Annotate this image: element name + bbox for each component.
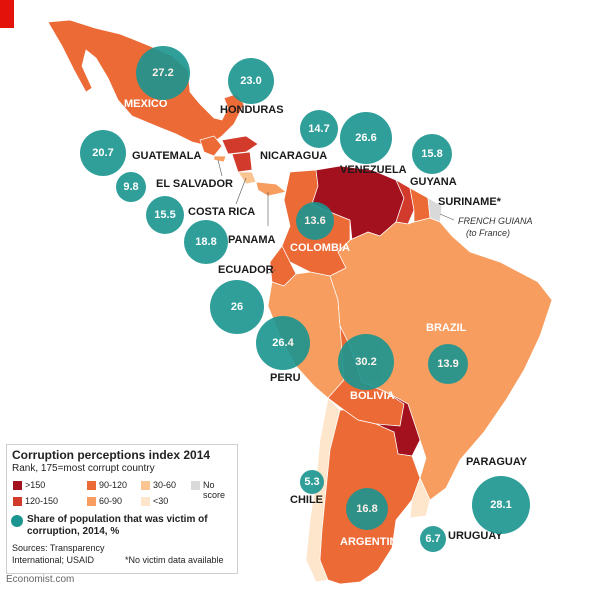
bubble-bolivia: 30.2 <box>338 334 394 390</box>
bubble-brazil: 13.9 <box>428 344 468 384</box>
label-suriname: SURINAME* <box>438 196 501 208</box>
bubble-guyana: 15.8 <box>412 134 452 174</box>
legend-subtitle: Rank, 175=most corrupt country <box>12 463 155 474</box>
swatch-gt150 <box>13 481 22 490</box>
label-argentina: ARGENTINA <box>340 536 406 548</box>
label-panama: PANAMA <box>228 234 276 246</box>
leader-el-salvador <box>217 159 223 177</box>
label-bolivia: BOLIVIA <box>350 390 395 402</box>
legend-note: *No victim data available <box>125 555 224 565</box>
bubble-panama: 18.8 <box>184 220 228 264</box>
legend-sources-line2: International; USAID <box>12 555 95 565</box>
legend-90-120: 90-120 <box>99 480 128 490</box>
label-costa-rica: COSTA RICA <box>188 206 256 218</box>
bubble-nicaragua: 14.7 <box>300 110 338 148</box>
label-nicaragua: NICARAGUA <box>260 150 328 162</box>
swatch-no-score <box>191 481 200 490</box>
legend-bubble-icon <box>11 515 23 527</box>
label-paraguay: PARAGUAY <box>466 456 528 468</box>
region-costa-rica <box>237 171 257 185</box>
legend-lt30: <30 <box>153 496 169 506</box>
label-french-guiana: FRENCH GUIANA <box>458 216 533 226</box>
bubble-uruguay: 6.7 <box>420 526 446 552</box>
region-honduras <box>221 135 259 155</box>
bubble-el-salvador: 9.8 <box>116 172 146 202</box>
bubble-argentina: 16.8 <box>346 488 388 530</box>
swatch-120-150 <box>13 497 22 506</box>
legend-120-150: 120-150 <box>25 496 59 506</box>
bubble-ecuador: 26 <box>210 280 264 334</box>
swatch-60-90 <box>87 497 96 506</box>
economist-red-tab <box>0 0 14 28</box>
legend-share-line1: Share of population that was victim of <box>27 514 208 525</box>
bubble-venezuela: 26.6 <box>340 112 392 164</box>
economist-credit: Economist.com <box>6 574 75 585</box>
bubble-honduras: 23.0 <box>228 58 274 104</box>
region-nicaragua <box>231 151 253 173</box>
legend-60-90: 60-90 <box>99 496 123 506</box>
label-colombia: COLOMBIA <box>290 242 350 254</box>
label-french-guiana-note: (to France) <box>466 228 511 238</box>
legend-gt150: >150 <box>25 480 46 490</box>
label-venezuela: VENEZUELA <box>340 164 407 176</box>
bubble-colombia: 13.6 <box>296 202 334 240</box>
region-suriname <box>409 187 431 223</box>
label-honduras: HONDURAS <box>220 104 284 116</box>
legend-30-60: 30-60 <box>153 480 177 490</box>
swatch-90-120 <box>87 481 96 490</box>
swatch-lt30 <box>141 497 150 506</box>
bubble-peru: 26.4 <box>256 316 310 370</box>
label-guyana: GUYANA <box>410 176 457 188</box>
region-uruguay <box>409 477 431 519</box>
region-el-salvador <box>213 155 227 163</box>
region-guatemala <box>199 135 223 157</box>
legend-share-line2: corruption, 2014, % <box>27 526 120 537</box>
leader-costa-rica <box>235 177 247 205</box>
label-uruguay: URUGUAY <box>448 530 503 542</box>
legend-no-score: No score <box>203 480 226 500</box>
leader-ecuador <box>265 269 277 275</box>
map-legend: Corruption perceptions index 2014 Rank, … <box>6 444 238 574</box>
leader-french-guiana <box>439 213 455 221</box>
swatch-30-60 <box>141 481 150 490</box>
bubble-paraguay: 28.1 <box>472 476 530 534</box>
label-el-salvador: EL SALVADOR <box>156 178 234 190</box>
label-ecuador: ECUADOR <box>218 264 274 276</box>
legend-title: Corruption perceptions index 2014 <box>12 448 211 462</box>
bubble-costa-rica: 15.5 <box>146 196 184 234</box>
label-chile: CHILE <box>290 494 323 506</box>
label-peru: PERU <box>270 372 301 384</box>
bubble-mexico: 27.2 <box>136 46 190 100</box>
label-brazil: BRAZIL <box>426 322 467 334</box>
legend-sources-line1: Sources: Transparency <box>12 543 105 553</box>
label-guatemala: GUATEMALA <box>132 150 202 162</box>
bubble-chile: 5.3 <box>300 470 324 494</box>
label-mexico: MEXICO <box>124 98 168 110</box>
bubble-guatemala: 20.7 <box>80 130 126 176</box>
region-panama <box>255 181 287 197</box>
